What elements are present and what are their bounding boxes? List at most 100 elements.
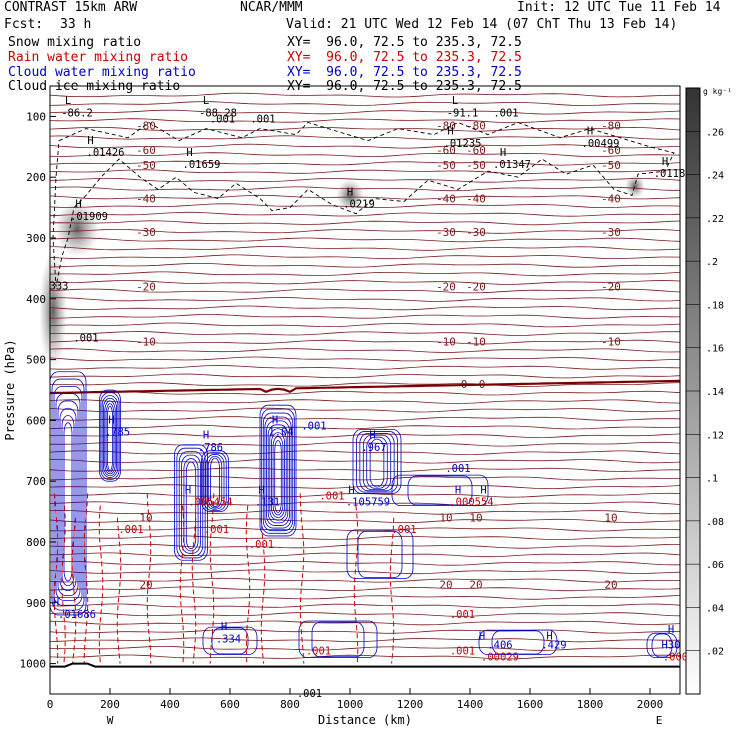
cloud-water-contour	[272, 436, 284, 516]
rain-water-contour	[98, 505, 104, 664]
cloud-water-contour	[105, 403, 115, 473]
isotherm-line	[49, 152, 681, 157]
isotherm-line	[49, 305, 681, 311]
contour-annotation: .001	[210, 113, 235, 125]
colorbar-tick-label: .22	[706, 214, 724, 225]
contour-annotation: .01426	[87, 147, 125, 159]
rain-water-contour	[83, 493, 89, 664]
isotherm-label: -80	[601, 120, 621, 133]
rain-water-contour	[245, 505, 251, 664]
isotherm-label: -10	[136, 335, 156, 348]
contour-annotation: .00499	[582, 138, 620, 150]
isotherm-line	[49, 271, 681, 277]
isotherm-label: 20	[604, 579, 617, 592]
cloud-water-contour	[202, 626, 258, 655]
isotherm-line	[49, 560, 680, 566]
cloud-water-contour	[104, 400, 116, 475]
plot-frame	[49, 85, 681, 695]
isotherm-label: 20	[469, 579, 482, 592]
isotherm-label: -80	[436, 120, 456, 133]
isotherm-line	[49, 203, 681, 209]
isotherm-label: -80	[136, 120, 156, 133]
isotherm-line	[49, 143, 681, 149]
isotherm-line	[49, 441, 681, 447]
contour-annotation: .01347	[493, 159, 531, 171]
isotherm-label: -30	[136, 226, 156, 239]
contour-annotation: H	[108, 414, 114, 426]
x-tick-label: 400	[160, 698, 180, 711]
rain-water-contour	[353, 505, 359, 664]
isotherm-line	[49, 620, 681, 626]
isotherm-line	[49, 194, 681, 200]
cloud-water-contour	[57, 400, 79, 596]
rain-water-contours	[53, 493, 395, 664]
colorbar-tick-label: .16	[706, 344, 724, 355]
contour-annotation: H	[185, 484, 191, 496]
isotherm-line	[49, 356, 681, 362]
isotherm-line	[49, 373, 681, 379]
contour-annotation: .001	[249, 539, 274, 551]
contour-annotation: 333	[50, 281, 69, 293]
y-tick-label: 500	[26, 354, 46, 367]
isotherm-label: -60	[601, 144, 621, 157]
isotherm-line	[49, 612, 681, 617]
isotherm-label: 10	[604, 512, 617, 525]
isotherm-label: -10	[466, 335, 486, 348]
rain-water-contour	[61, 505, 66, 664]
isotherm-line	[49, 458, 681, 464]
isotherm-label: -30	[466, 226, 486, 239]
colorbar-tick-label: .2	[706, 257, 718, 268]
contour-annotation: .000	[663, 652, 688, 664]
contour-annotation: H	[480, 484, 486, 496]
ground-line	[50, 662, 680, 668]
contour-annotation: H	[455, 484, 461, 496]
cloud-water-contour	[183, 458, 199, 552]
cloud-water-contour	[346, 529, 414, 579]
cloud-water-contour	[359, 432, 395, 492]
x-end-label-west: W	[107, 714, 114, 727]
isotherm-line	[49, 535, 681, 540]
field-snow-name: Snow mixing ratio	[8, 35, 142, 50]
cloud-water-contour	[178, 451, 204, 557]
ground-line	[50, 662, 680, 668]
isotherm-line	[49, 288, 681, 294]
contour-annotation: .001	[301, 421, 326, 433]
contour-annotation: .01686	[58, 609, 96, 621]
isotherm-label: 10	[139, 512, 152, 525]
cloud-water-contour	[478, 629, 558, 655]
isotherm-line	[49, 365, 681, 370]
isotherm-line	[49, 646, 681, 651]
cloud-water-contour	[185, 461, 197, 550]
rain-water-contour	[299, 493, 305, 664]
cloud-water-contour	[352, 429, 402, 494]
isotherm-line	[49, 450, 681, 456]
contour-annotation: H	[546, 630, 552, 642]
isotherm-label: 20	[139, 579, 152, 592]
isotherm-line	[49, 569, 681, 575]
x-tick-label: 1800	[577, 698, 604, 711]
cloud-water-contour	[59, 407, 77, 592]
forecast-hour: 33 h	[60, 17, 92, 32]
cloud-water-contour	[176, 447, 206, 559]
isotherm-line	[49, 331, 681, 336]
cloud-water-contour	[366, 436, 388, 489]
isotherm-line	[49, 186, 680, 192]
contour-annotation: H	[272, 414, 278, 426]
field-cloudwater-name: Cloud water mixing ratio	[8, 65, 196, 80]
contour-annotation: .429	[541, 639, 566, 651]
y-tick-label: 200	[26, 171, 46, 184]
isotherm-line	[49, 211, 681, 217]
contour-annotation: -88.28	[199, 107, 237, 119]
cloud-water-contour	[357, 530, 403, 578]
cloud-water-contour	[369, 438, 385, 488]
isotherm-label: -40	[601, 192, 621, 205]
isotherm-line	[49, 654, 681, 660]
cloud-water-contour	[207, 455, 223, 509]
isotherm-label: -20	[136, 281, 156, 294]
rain-water-contour	[146, 493, 152, 664]
contour-annotation: H	[369, 430, 375, 442]
x-tick-label: 200	[100, 698, 120, 711]
temperature-contours: -80 -80 -80 -80-60 -60 -60 -60-50 -50 -50 -50-40-…	[49, 92, 681, 660]
contour-annotation: .967	[361, 442, 386, 454]
